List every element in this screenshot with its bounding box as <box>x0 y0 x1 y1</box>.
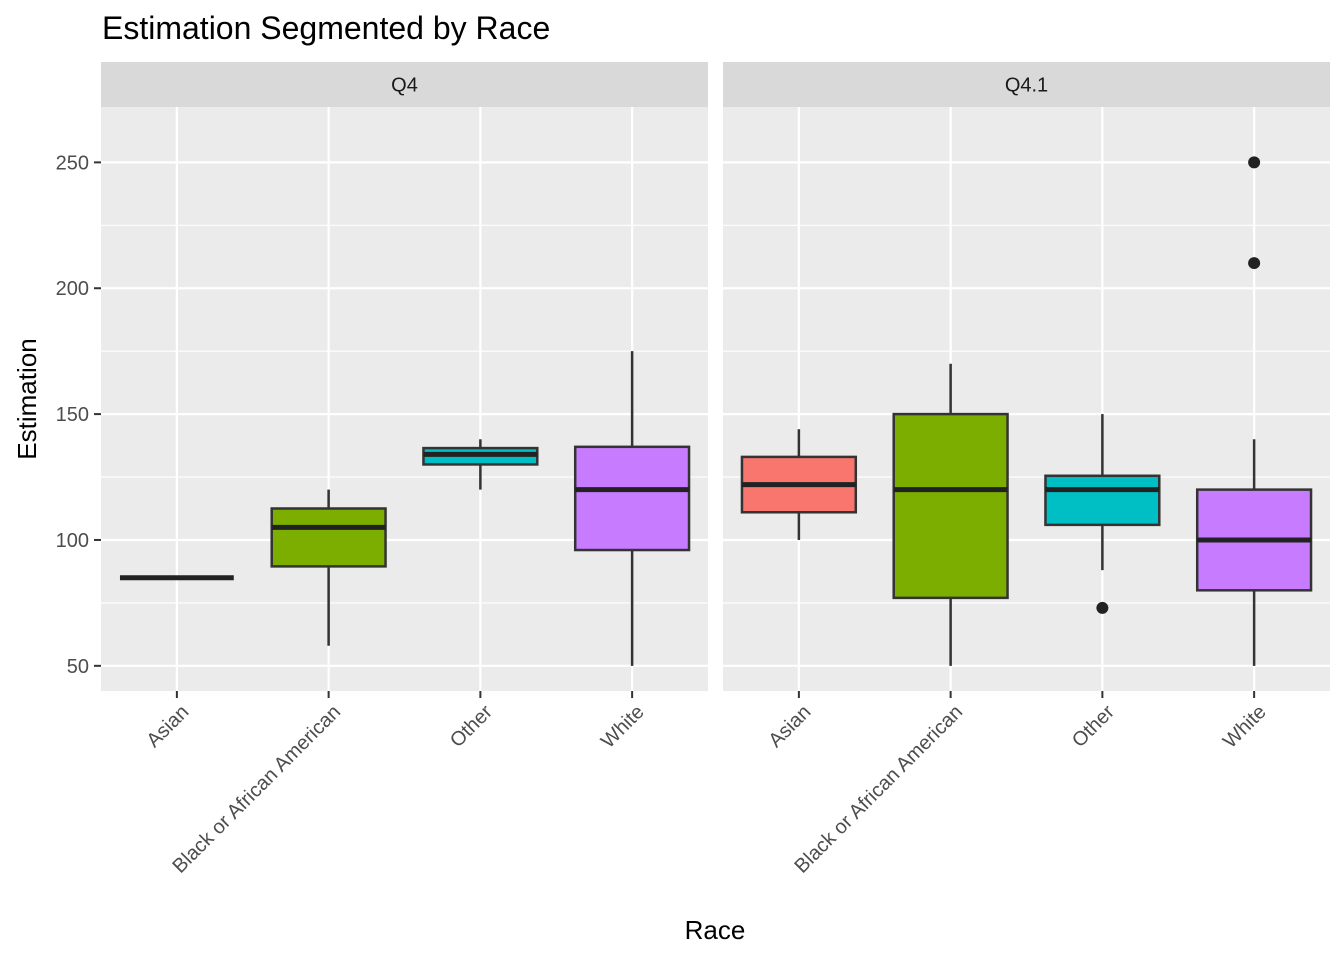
box-black-or-african-american <box>270 489 387 646</box>
x-tick-label: Asian <box>764 701 815 752</box>
chart-title: Estimation Segmented by Race <box>102 10 550 46</box>
box-black-or-african-american <box>892 363 1009 666</box>
y-tick-label: 100 <box>56 530 89 552</box>
x-tick-label: Other <box>446 701 497 752</box>
outlier-point <box>1248 257 1261 270</box>
panel-background <box>101 107 708 691</box>
x-tick-label: White <box>597 701 649 753</box>
x-tick-label: Black or African American <box>790 701 967 878</box>
y-tick-label: 150 <box>56 404 89 426</box>
x-tick-label: Black or African American <box>168 701 345 878</box>
box-asian <box>740 429 858 540</box>
y-axis: 50 100 150 200 250 <box>56 152 101 678</box>
panel-strip <box>101 62 708 107</box>
x-tick-label: Asian <box>142 701 193 752</box>
box-body <box>1044 474 1161 527</box>
x-tick-label: White <box>1219 701 1271 753</box>
panel-strip-label: Q4 <box>391 75 418 97</box>
y-tick-label: 50 <box>67 656 89 678</box>
y-tick-label: 200 <box>56 278 89 300</box>
box-white <box>1195 156 1313 666</box>
outlier-point <box>1096 601 1109 614</box>
box-body <box>573 445 691 552</box>
panel-strip <box>723 62 1330 107</box>
outlier-point <box>1248 156 1261 169</box>
box-body <box>892 412 1009 600</box>
box-other <box>422 439 539 490</box>
panel-background <box>723 107 1330 691</box>
y-axis-title: Estimation <box>12 338 42 459</box>
box-white <box>573 351 691 666</box>
x-axis-title: Race <box>685 915 746 945</box>
box-other <box>1044 414 1161 614</box>
panel-strip-label: Q4.1 <box>1005 75 1048 97</box>
x-tick-label: Other <box>1068 701 1119 752</box>
y-tick-label: 250 <box>56 152 89 174</box>
box-body <box>270 507 387 568</box>
